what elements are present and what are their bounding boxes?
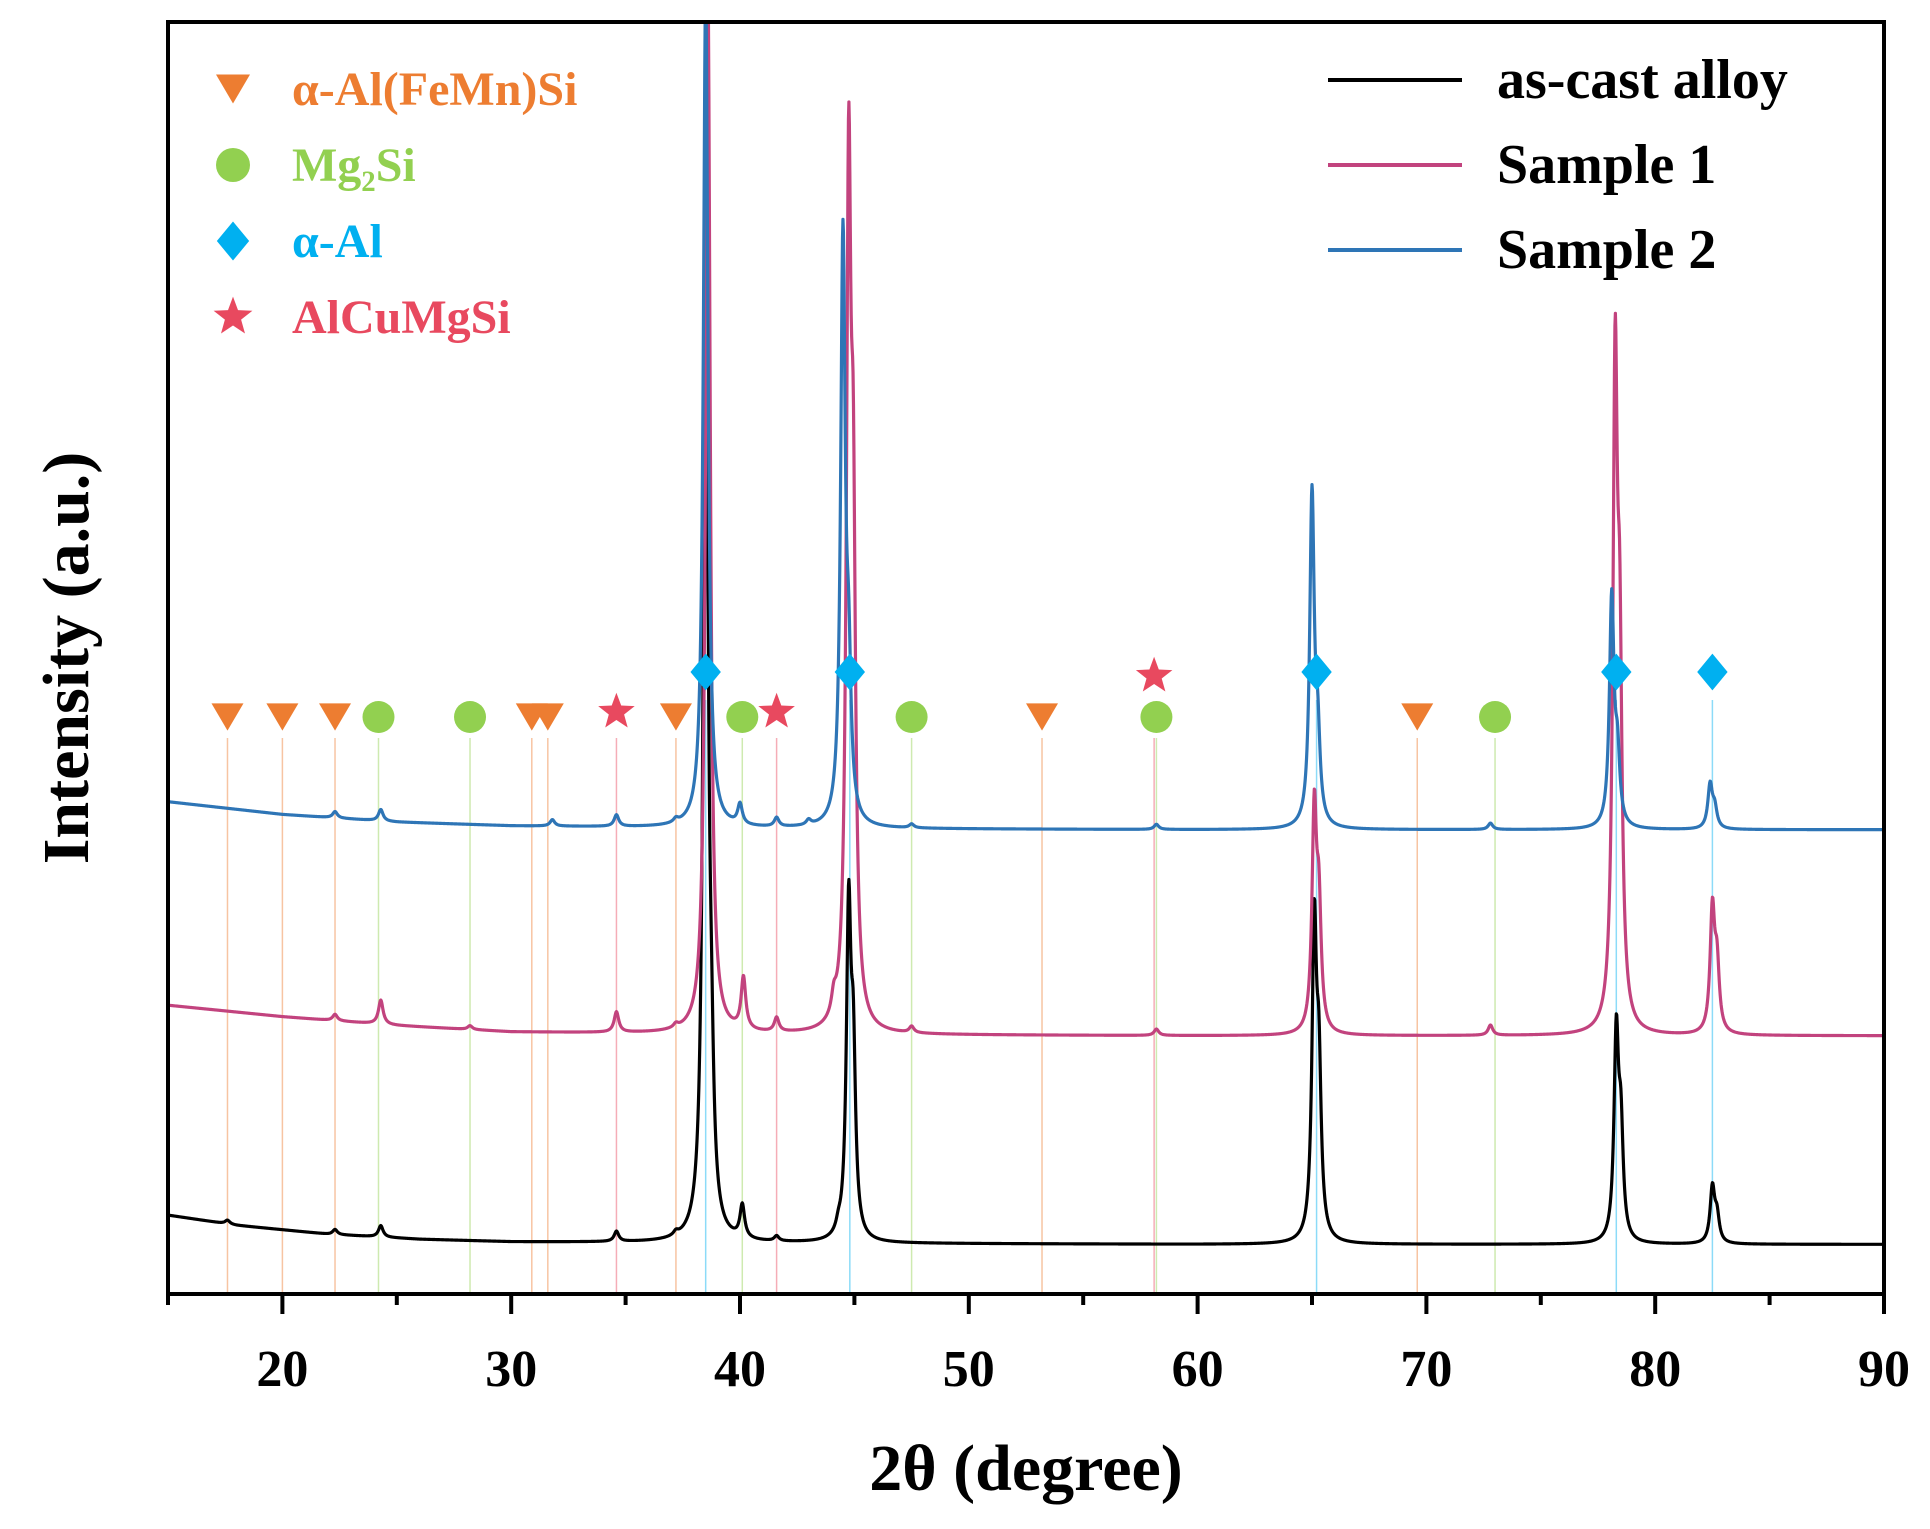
phase-marker-1-0 [362, 701, 395, 733]
phase-reference-lines [226, 700, 1714, 1294]
phase-marker-2-1 [834, 653, 866, 691]
phase-legend-symbol-1 [216, 148, 250, 182]
phase-marker-1-3 [895, 701, 928, 733]
phase-marker-2-2 [1301, 653, 1332, 691]
series-legend-label-2: Sample 2 [1497, 219, 1716, 281]
phase-legend: α-Al(FeMn)Si Mg₂Si α-Al AlCuMgSi [213, 63, 577, 344]
x-tick-label-90: 90 [1858, 1341, 1910, 1398]
x-tick-label-40: 40 [714, 1341, 766, 1398]
series-line-1 [168, 22, 1884, 1038]
phase-marker-1-2 [726, 701, 759, 733]
phase-marker-2-3 [1601, 653, 1632, 691]
phase-legend-symbol-2 [216, 221, 250, 261]
series-legend-label-0: as-cast alloy [1497, 49, 1788, 111]
phase-legend-label-0: α-Al(FeMn)Si [292, 63, 577, 116]
plot-frame [166, 20, 1886, 1296]
phase-legend-symbol-3 [213, 296, 253, 334]
y-axis-label: Intensity (a.u.) [30, 452, 103, 865]
phase-marker-0-5 [659, 703, 692, 731]
phase-marker-0-0 [211, 703, 244, 731]
x-axis-ticks: 20 30 40 50 60 70 80 90 [166, 1294, 1910, 1398]
series-layer [168, 22, 1884, 1246]
phase-marker-2-0 [690, 653, 721, 691]
series-legend-label-1: Sample 1 [1497, 134, 1716, 196]
phase-marker-0-2 [319, 703, 352, 731]
phase-marker-3-1 [758, 692, 795, 728]
x-axis-label: 2θ (degree) [869, 1432, 1183, 1505]
phase-marker-1-5 [1479, 701, 1512, 733]
phase-legend-label-1: Mg₂Si [292, 139, 416, 192]
series-line-2 [168, 22, 1884, 832]
phase-legend-label-3: AlCuMgSi [292, 291, 511, 344]
x-tick-label-20: 20 [256, 1341, 308, 1398]
phase-marker-3-2 [1135, 656, 1173, 692]
phase-marker-3-0 [598, 692, 635, 728]
phase-marker-1-4 [1140, 701, 1173, 733]
x-tick-label-50: 50 [943, 1341, 995, 1398]
phase-marker-0-6 [1026, 703, 1059, 731]
x-tick-label-60: 60 [1172, 1341, 1224, 1398]
series-line-0 [168, 140, 1884, 1246]
x-tick-label-70: 70 [1400, 1341, 1452, 1398]
phase-legend-symbol-0 [216, 74, 250, 104]
phase-marker-0-1 [266, 703, 299, 731]
phase-markers [211, 653, 1728, 733]
x-tick-label-30: 30 [485, 1341, 537, 1398]
series-legend: as-cast alloy Sample 1 Sample 2 [1328, 49, 1788, 281]
phase-marker-2-4 [1697, 653, 1728, 691]
x-tick-label-80: 80 [1629, 1341, 1681, 1398]
phase-marker-0-4 [531, 703, 564, 731]
phase-marker-0-7 [1401, 703, 1434, 731]
phase-marker-1-1 [454, 701, 487, 733]
phase-legend-label-2: α-Al [292, 215, 383, 268]
